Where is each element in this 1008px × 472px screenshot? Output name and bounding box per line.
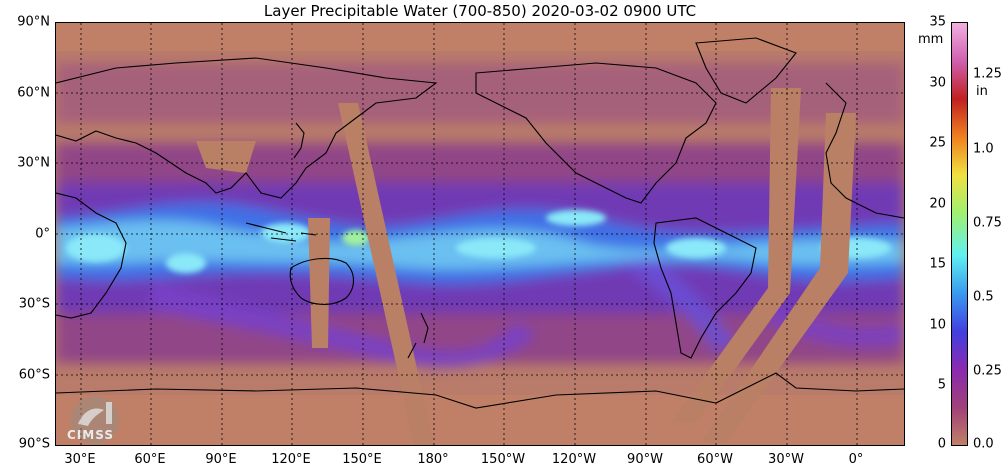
colorbar-tick-mm-15: 15: [929, 256, 946, 272]
lat-label-30s: 30°S: [18, 296, 50, 312]
colorbar-unit-in: in: [976, 84, 988, 99]
cimss-logo-text: CIMSS: [67, 428, 114, 442]
cimss-logo-icon: [71, 396, 119, 444]
lat-label-90n: 90°N: [17, 14, 50, 30]
precipitable-water-map: [55, 22, 905, 446]
antarctic-dry: [56, 395, 904, 445]
lon-label-150w: 150°W: [480, 452, 526, 467]
colorbar-tick-in-0-25: 0.25: [973, 363, 1002, 379]
lat-label-90s: 90°S: [18, 436, 50, 452]
colorbar-tick-in-0-0: 0.0: [973, 436, 994, 452]
lat-label-60s: 60°S: [18, 367, 50, 383]
colorbar-tick-mm-0: 0: [937, 436, 946, 452]
lon-label-60e: 60°E: [134, 452, 166, 467]
lon-label-120w: 120°W: [551, 452, 597, 467]
colorbar-tick-mm-20: 20: [929, 196, 946, 212]
map-title: Layer Precipitable Water (700-850) 2020-…: [263, 2, 697, 20]
satellite-swath-gaps: [196, 88, 856, 445]
colorbar-tick-in-0-5: 0.5: [973, 289, 994, 305]
graticule: [56, 23, 904, 445]
colorbar-tick-mm-5: 5: [937, 377, 946, 393]
colorbar-unit-mm: mm: [918, 32, 944, 47]
colorbar-tick-in-0-75: 0.75: [973, 215, 1002, 231]
colorbar-tick-mm-25: 25: [929, 135, 946, 151]
lat-label-equator: 0°: [35, 226, 50, 242]
colorbar: [951, 22, 968, 446]
lon-label-90w: 90°W: [627, 452, 663, 467]
lon-label-90e: 90°E: [205, 452, 237, 467]
lon-label-150e: 150°E: [342, 452, 382, 467]
lon-label-0: 0°: [848, 452, 864, 467]
lon-label-30e: 30°E: [64, 452, 96, 467]
arctic-dry: [56, 23, 904, 51]
coastlines: [56, 37, 904, 409]
lon-label-180: 180°: [417, 452, 449, 467]
lat-label-30n: 30°N: [17, 155, 50, 171]
lon-label-120e: 120°E: [271, 452, 311, 467]
colorbar-tick-in-1-0: 1.0: [973, 141, 994, 157]
colorbar-tick-mm-35: 35: [929, 14, 946, 30]
colorbar-tick-mm-30: 30: [929, 75, 946, 91]
lon-label-30w: 30°W: [768, 452, 804, 467]
colorbar-tick-in-1-25: 1.25: [973, 66, 1002, 82]
lat-label-60n: 60°N: [17, 85, 50, 101]
lon-label-60w: 60°W: [697, 452, 733, 467]
colorbar-tick-mm-10: 10: [929, 317, 946, 333]
